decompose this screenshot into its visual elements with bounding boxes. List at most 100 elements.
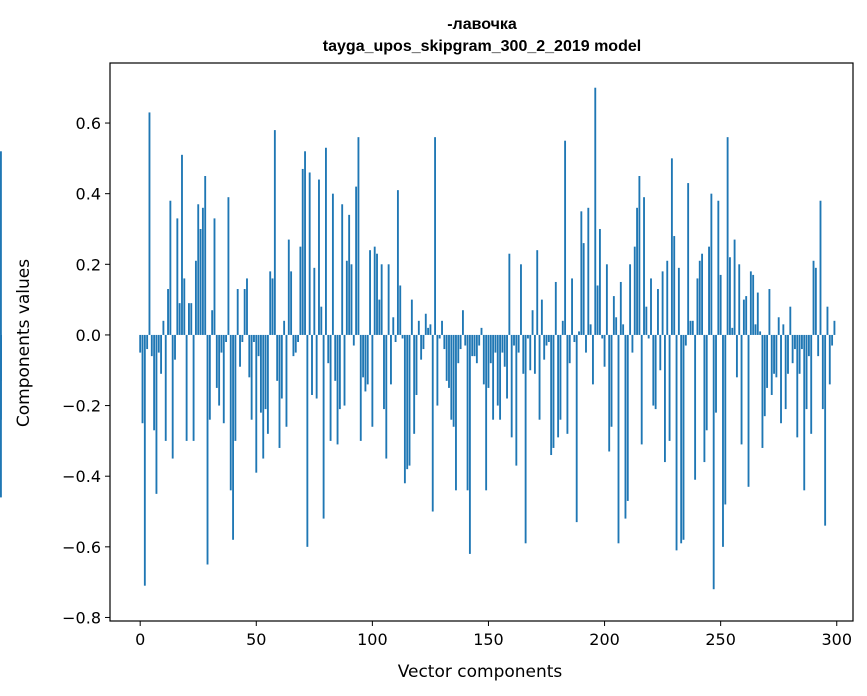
bar	[222, 334, 225, 424]
bar	[185, 334, 188, 441]
bar	[431, 334, 434, 512]
bar	[262, 334, 265, 459]
bar	[341, 204, 344, 335]
bar	[280, 334, 283, 399]
bar	[798, 334, 801, 374]
bar	[257, 334, 260, 357]
bar	[455, 334, 457, 491]
bar	[452, 334, 455, 427]
bar	[271, 278, 274, 335]
bar	[174, 334, 176, 360]
bar	[503, 334, 506, 367]
bar	[668, 334, 671, 441]
bar	[227, 197, 230, 335]
bar	[712, 334, 715, 590]
bar	[192, 334, 195, 441]
bar	[619, 281, 622, 335]
bar	[659, 334, 662, 371]
bar	[450, 334, 453, 420]
bar	[434, 137, 436, 335]
bar	[417, 320, 420, 335]
bar	[670, 158, 673, 335]
bar	[594, 87, 597, 335]
bar	[445, 334, 448, 381]
bar	[800, 334, 803, 350]
bar	[394, 334, 397, 342]
bar	[338, 334, 341, 410]
bar	[406, 334, 409, 470]
bar	[259, 334, 262, 413]
bar	[376, 253, 378, 335]
bar	[654, 334, 657, 410]
bar	[650, 278, 652, 335]
bar	[371, 334, 374, 427]
bar	[157, 334, 160, 353]
bar	[624, 334, 627, 519]
bar	[589, 324, 592, 335]
bar	[645, 306, 648, 335]
bar	[164, 334, 167, 441]
bar	[740, 334, 743, 445]
bar	[775, 334, 778, 378]
bar	[759, 331, 762, 335]
bar	[761, 334, 764, 448]
bar	[826, 306, 829, 335]
bar	[828, 334, 831, 385]
bar	[587, 207, 590, 335]
bar	[531, 310, 534, 335]
bar	[622, 324, 625, 335]
bar	[554, 281, 557, 335]
bar	[682, 334, 685, 540]
bar	[810, 334, 813, 434]
bar	[522, 334, 525, 374]
bar	[443, 334, 446, 350]
bar	[831, 334, 834, 346]
bar	[636, 207, 638, 335]
bar	[255, 334, 258, 473]
bar	[320, 306, 323, 335]
y-axis-label: Components values	[14, 259, 34, 427]
bar	[568, 334, 571, 364]
bar	[248, 334, 251, 378]
bar	[633, 246, 636, 335]
bar	[327, 334, 330, 364]
bar	[424, 313, 427, 335]
bar	[329, 334, 332, 441]
bar	[464, 334, 467, 346]
y-tick-label: 0.0	[76, 326, 101, 345]
bar	[640, 334, 643, 445]
bar	[696, 278, 699, 335]
bar	[787, 334, 789, 374]
bar	[383, 334, 385, 410]
bar	[715, 334, 717, 413]
bar	[598, 228, 601, 335]
bar	[283, 320, 286, 335]
bar	[403, 334, 406, 484]
x-tick-label: 150	[473, 630, 504, 649]
bar	[378, 299, 381, 335]
bar	[190, 303, 193, 335]
bar	[789, 306, 792, 335]
bar	[814, 267, 817, 335]
bar	[482, 334, 485, 385]
bar	[694, 334, 697, 480]
bar	[726, 137, 729, 335]
bar	[729, 257, 731, 335]
bar	[448, 334, 450, 388]
bar	[752, 274, 755, 335]
bar	[724, 334, 727, 505]
bar	[0, 151, 2, 335]
bar	[492, 334, 495, 420]
bar	[220, 334, 223, 353]
bar	[689, 320, 692, 335]
bar	[315, 334, 318, 399]
bar	[211, 310, 214, 335]
bar	[273, 130, 276, 335]
bar	[471, 334, 474, 357]
bar	[605, 264, 608, 335]
bar	[466, 334, 469, 491]
bar	[269, 271, 272, 335]
x-tick-label: 0	[135, 630, 145, 649]
bars-group	[0, 87, 836, 590]
bar	[380, 264, 383, 335]
